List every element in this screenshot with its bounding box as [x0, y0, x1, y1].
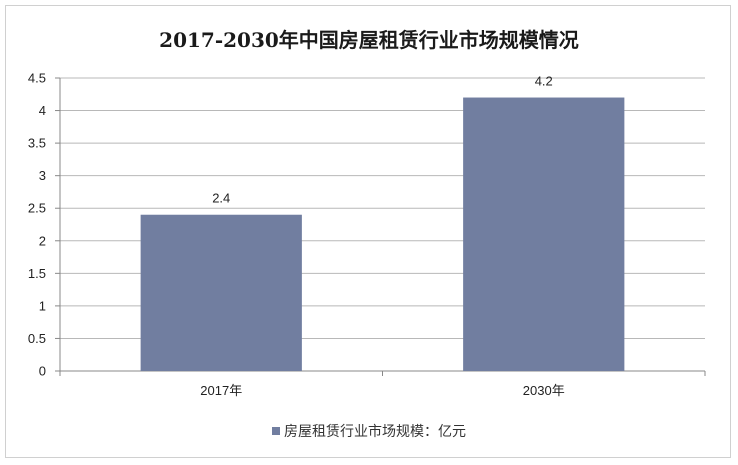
y-tick-label: 3.5: [28, 136, 46, 151]
data-label: 2.4: [212, 191, 230, 206]
y-tick-label: 3: [39, 168, 46, 183]
y-tick-label: 1: [39, 298, 46, 313]
data-label: 4.2: [535, 74, 553, 89]
y-tick-label: 0.5: [28, 331, 46, 346]
bar: [140, 214, 302, 371]
chart-title: 2017-2030年中国房屋租赁行业市场规模情况: [159, 28, 579, 52]
y-tick-label: 0: [39, 364, 46, 379]
y-tick-label: 2: [39, 233, 46, 248]
legend-swatch: [272, 427, 280, 435]
y-tick-label: 1.5: [28, 266, 46, 281]
x-tick-label: 2017年: [200, 383, 242, 398]
legend-label: 房屋租赁行业市场规模：亿元: [284, 424, 466, 440]
y-tick-label: 4.5: [28, 71, 46, 86]
x-tick-label: 2030年: [523, 383, 565, 398]
y-tick-label: 2.5: [28, 201, 46, 216]
legend: 房屋租赁行业市场规模：亿元: [0, 421, 738, 441]
bar: [463, 97, 625, 372]
y-tick-label: 4: [39, 103, 46, 118]
